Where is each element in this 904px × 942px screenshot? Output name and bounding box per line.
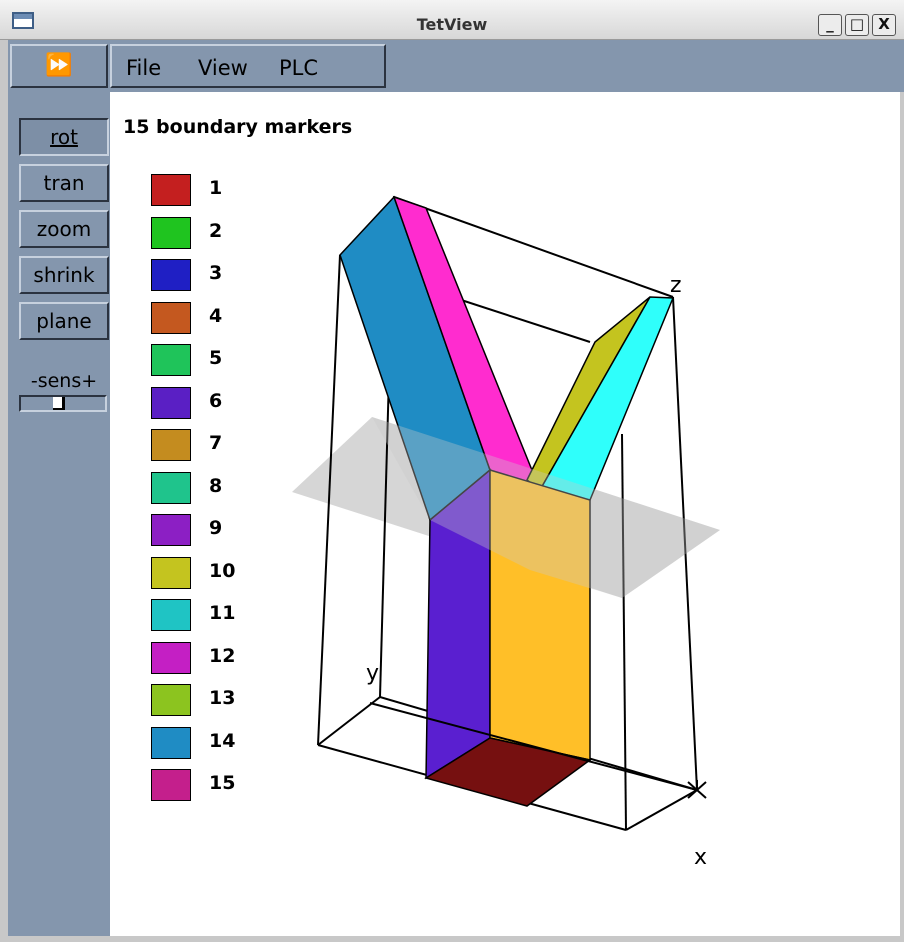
zoom-label: zoom bbox=[37, 217, 91, 241]
legend-swatch bbox=[151, 514, 191, 546]
legend-label: 10 bbox=[209, 560, 235, 582]
plane-button[interactable]: plane bbox=[19, 302, 109, 340]
fast-forward-icon: ⏩ bbox=[45, 53, 72, 78]
plane-label: plane bbox=[36, 309, 92, 333]
legend-label: 6 bbox=[209, 390, 222, 412]
rot-label: rot bbox=[50, 125, 78, 149]
legend-label: 13 bbox=[209, 687, 235, 709]
minimize-button[interactable]: _ bbox=[818, 14, 842, 36]
legend-label: 8 bbox=[209, 475, 222, 497]
render-canvas[interactable] bbox=[110, 92, 900, 934]
zoom-button[interactable]: zoom bbox=[19, 210, 109, 248]
legend-label: 12 bbox=[209, 645, 235, 667]
legend-swatch bbox=[151, 727, 191, 759]
legend-label: 5 bbox=[209, 347, 222, 369]
menu-file[interactable]: File bbox=[126, 56, 161, 80]
legend-label: 9 bbox=[209, 517, 222, 539]
legend-swatch bbox=[151, 344, 191, 376]
legend-label: 1 bbox=[209, 177, 222, 199]
rot-button[interactable]: rot bbox=[19, 118, 109, 156]
legend-label: 15 bbox=[209, 772, 235, 794]
title-bar[interactable]: TetView _ □ X bbox=[0, 0, 904, 40]
legend-swatch bbox=[151, 472, 191, 504]
legend-label: 14 bbox=[209, 730, 235, 752]
menu-group: File View PLC bbox=[110, 44, 386, 88]
canvas-heading: 15 boundary markers bbox=[123, 116, 352, 138]
slider-thumb[interactable] bbox=[53, 397, 65, 410]
legend-swatch bbox=[151, 684, 191, 716]
maximize-button[interactable]: □ bbox=[845, 14, 869, 36]
tran-label: tran bbox=[44, 171, 85, 195]
legend-swatch bbox=[151, 387, 191, 419]
legend-swatch bbox=[151, 557, 191, 589]
window-title: TetView bbox=[0, 15, 904, 34]
fast-forward-button[interactable]: ⏩ bbox=[10, 44, 108, 88]
legend-swatch bbox=[151, 174, 191, 206]
legend-swatch bbox=[151, 599, 191, 631]
shrink-button[interactable]: shrink bbox=[19, 256, 109, 294]
legend-swatch bbox=[151, 302, 191, 334]
legend-label: 7 bbox=[209, 432, 222, 454]
legend-label: 2 bbox=[209, 220, 222, 242]
sensitivity-label: -sens+ bbox=[19, 370, 109, 392]
legend-swatch bbox=[151, 429, 191, 461]
shrink-label: shrink bbox=[33, 263, 94, 287]
legend-swatch bbox=[151, 769, 191, 801]
close-button[interactable]: X bbox=[872, 14, 896, 36]
legend-label: 11 bbox=[209, 602, 235, 624]
legend-label: 4 bbox=[209, 305, 222, 327]
legend-label: 3 bbox=[209, 262, 222, 284]
menu-plc[interactable]: PLC bbox=[279, 56, 318, 80]
legend-swatch bbox=[151, 259, 191, 291]
sensitivity-slider[interactable] bbox=[19, 395, 107, 412]
menu-bar: File View PLC bbox=[110, 40, 904, 92]
tran-button[interactable]: tran bbox=[19, 164, 109, 202]
legend-swatch bbox=[151, 217, 191, 249]
menu-view[interactable]: View bbox=[198, 56, 248, 80]
legend-swatch bbox=[151, 642, 191, 674]
